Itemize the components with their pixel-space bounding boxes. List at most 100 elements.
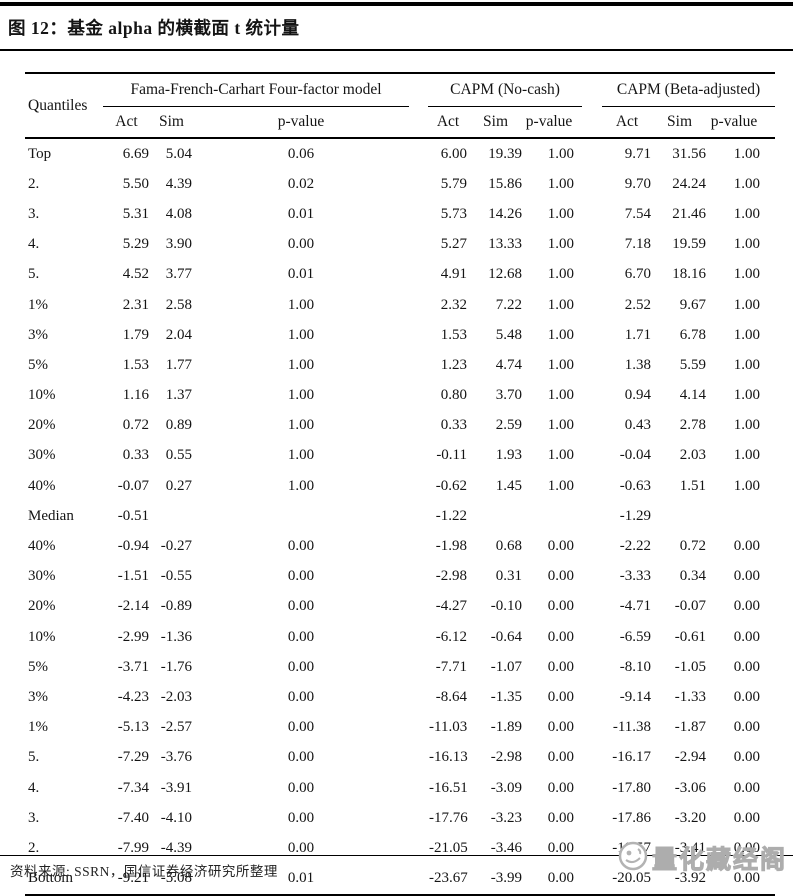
ffc-sim-value: 0.55 bbox=[165, 447, 192, 464]
capm-beta-pvalue: 0.00 bbox=[733, 538, 761, 555]
column-gap bbox=[409, 501, 428, 531]
capm-beta-act-value: 6.70 bbox=[624, 266, 652, 283]
capm-nocash-sim-value: 7.22 bbox=[495, 296, 523, 313]
column-gap bbox=[409, 73, 428, 107]
table-row: 30% -1.51 -0.55 0.00 -2.98 0.31 0.00 -3.… bbox=[25, 562, 775, 592]
capm-beta-act-value: 0.94 bbox=[624, 387, 652, 404]
ffc-sim-value: 1.37 bbox=[165, 387, 192, 404]
quantile-label: 20% bbox=[28, 598, 56, 615]
group-header-row: Quantiles Fama-French-Carhart Four-facto… bbox=[25, 73, 776, 139]
table-row: Top 6.69 5.04 0.06 6.00 19.39 1.00 9.71 … bbox=[25, 138, 775, 169]
column-gap bbox=[582, 652, 602, 682]
capm-beta-pvalue: 1.00 bbox=[733, 205, 761, 222]
capm-nocash-sim-value: -0.64 bbox=[490, 628, 523, 645]
column-gap bbox=[409, 863, 429, 896]
column-gap bbox=[409, 199, 428, 229]
table-row: 30% 0.33 0.55 1.00 -0.11 1.93 1.00 -0.04… bbox=[25, 441, 775, 471]
capm-nocash-act-value: -17.76 bbox=[429, 809, 468, 826]
ffc-sim-value: -1.76 bbox=[160, 658, 192, 675]
table-row: 2. -7.99 -4.39 0.00 -21.05 -3.46 0.00 -1… bbox=[25, 833, 775, 863]
source-note: 资料来源: SSRN，国信证券经济研究所整理 bbox=[10, 864, 278, 879]
quantile-label: 5% bbox=[28, 658, 48, 675]
column-gap bbox=[409, 773, 428, 803]
capm-nocash-pvalue: 1.00 bbox=[547, 236, 575, 253]
capm-nocash-pvalue: 0.00 bbox=[547, 809, 575, 826]
column-gap bbox=[582, 411, 602, 441]
capm-nocash-sim-value: -2.98 bbox=[490, 749, 523, 766]
capm-nocash-sim-value: 14.26 bbox=[488, 205, 523, 222]
capm-nocash-act-value: -7.71 bbox=[435, 658, 468, 675]
column-gap bbox=[409, 833, 428, 863]
ffc-act-value: -5.13 bbox=[117, 719, 149, 736]
capm-nocash-pvalue: 1.00 bbox=[547, 175, 575, 192]
capm-nocash-act-value: -1.22 bbox=[435, 507, 468, 524]
table-container: Quantiles Fama-French-Carhart Four-facto… bbox=[25, 72, 776, 896]
ffc-sim-value bbox=[150, 501, 193, 531]
capm-nocash-pvalue: 0.00 bbox=[547, 598, 575, 615]
ffc-act-value: -0.07 bbox=[117, 477, 149, 494]
table-row: 20% 0.72 0.89 1.00 0.33 2.59 1.00 0.43 2… bbox=[25, 411, 775, 441]
watermark-text: 量化藏经阁 bbox=[651, 846, 787, 875]
column-gap bbox=[582, 260, 602, 290]
ffc-pvalue: 1.00 bbox=[287, 387, 315, 404]
capm-beta-sim-value: -3.06 bbox=[674, 779, 707, 796]
capm-nocash-act-value: -8.64 bbox=[435, 688, 468, 705]
table-body: Top 6.69 5.04 0.06 6.00 19.39 1.00 9.71 … bbox=[25, 138, 776, 896]
capm-nocash-pvalue: 1.00 bbox=[547, 417, 575, 434]
capm-nocash-act-value: -6.12 bbox=[435, 628, 468, 645]
table-row: 2. 5.50 4.39 0.02 5.79 15.86 1.00 9.70 2… bbox=[25, 169, 775, 199]
quantile-label: 20% bbox=[28, 417, 56, 434]
capm-beta-pvalue: 0.00 bbox=[733, 628, 761, 645]
quantile-label: 3% bbox=[28, 326, 48, 343]
ffc-act-value: -4.23 bbox=[117, 688, 149, 705]
ffc-pvalue-header: p-value bbox=[193, 106, 410, 139]
column-gap bbox=[409, 320, 428, 350]
capm-nocash-sim-value: -3.99 bbox=[468, 863, 524, 896]
column-gap bbox=[582, 381, 602, 411]
column-gap bbox=[409, 441, 428, 471]
column-gap bbox=[409, 138, 428, 169]
column-gap bbox=[582, 138, 602, 169]
capm-nocash-pvalue: 0.00 bbox=[523, 863, 583, 896]
table-row: 40% -0.94 -0.27 0.00 -1.98 0.68 0.00 -2.… bbox=[25, 531, 775, 561]
capm-beta-sim-value: 0.34 bbox=[679, 568, 707, 585]
footer-rule bbox=[0, 855, 793, 856]
ffc-sim-value: 1.77 bbox=[165, 356, 192, 373]
table-row: 40% -0.07 0.27 1.00 -0.62 1.45 1.00 -0.6… bbox=[25, 471, 775, 501]
ffc-pvalue: 0.00 bbox=[287, 568, 315, 585]
ffc-act-value: 1.53 bbox=[122, 356, 149, 373]
ffc-act-value: -0.51 bbox=[117, 507, 149, 524]
capm-nocash-pvalue bbox=[523, 501, 582, 531]
column-gap bbox=[409, 350, 428, 380]
ffc-pvalue: 0.00 bbox=[287, 779, 315, 796]
capm-beta-act-value: 9.71 bbox=[624, 145, 652, 162]
capm-nocash-pvalue: 1.00 bbox=[547, 356, 575, 373]
ffc-sim-value: 4.39 bbox=[165, 175, 192, 192]
capm-nocash-act-value: 1.23 bbox=[440, 356, 468, 373]
group-header-ffc: Fama-French-Carhart Four-factor model bbox=[103, 73, 410, 107]
column-gap bbox=[582, 230, 602, 260]
capm-beta-pvalue: 0.00 bbox=[733, 688, 761, 705]
capm-beta-sim-value: 4.14 bbox=[679, 387, 707, 404]
column-gap bbox=[409, 169, 428, 199]
capm-beta-sim-value: 9.67 bbox=[679, 296, 707, 313]
ffc-pvalue: 0.00 bbox=[287, 236, 315, 253]
capm-nocash-act-value: 5.27 bbox=[440, 236, 468, 253]
ffc-pvalue: 1.00 bbox=[287, 296, 315, 313]
capm-beta-act-value: -8.10 bbox=[619, 658, 652, 675]
capm-beta-sim-value: 5.59 bbox=[679, 356, 707, 373]
column-gap bbox=[582, 531, 602, 561]
capm-nocash-act-value: -0.62 bbox=[435, 477, 468, 494]
capm-nocash-act-value: 5.73 bbox=[440, 205, 468, 222]
capm-nocash-act-value: -0.11 bbox=[436, 447, 468, 464]
capm-nocash-sim-value: 0.68 bbox=[495, 538, 523, 555]
capm-nocash-sim-value: -1.07 bbox=[490, 658, 523, 675]
capm-beta-pvalue: 0.00 bbox=[733, 658, 761, 675]
capm-beta-act-value: -0.04 bbox=[619, 447, 652, 464]
capm-nocash-act-value: -16.51 bbox=[429, 779, 468, 796]
table-row: 4. -7.34 -3.91 0.00 -16.51 -3.09 0.00 -1… bbox=[25, 773, 775, 803]
capm-beta-pvalue: 0.00 bbox=[733, 809, 761, 826]
capm-nocash-act-value: 1.53 bbox=[440, 326, 468, 343]
column-gap bbox=[409, 803, 428, 833]
capm-nocash-act-value: -16.13 bbox=[429, 749, 468, 766]
